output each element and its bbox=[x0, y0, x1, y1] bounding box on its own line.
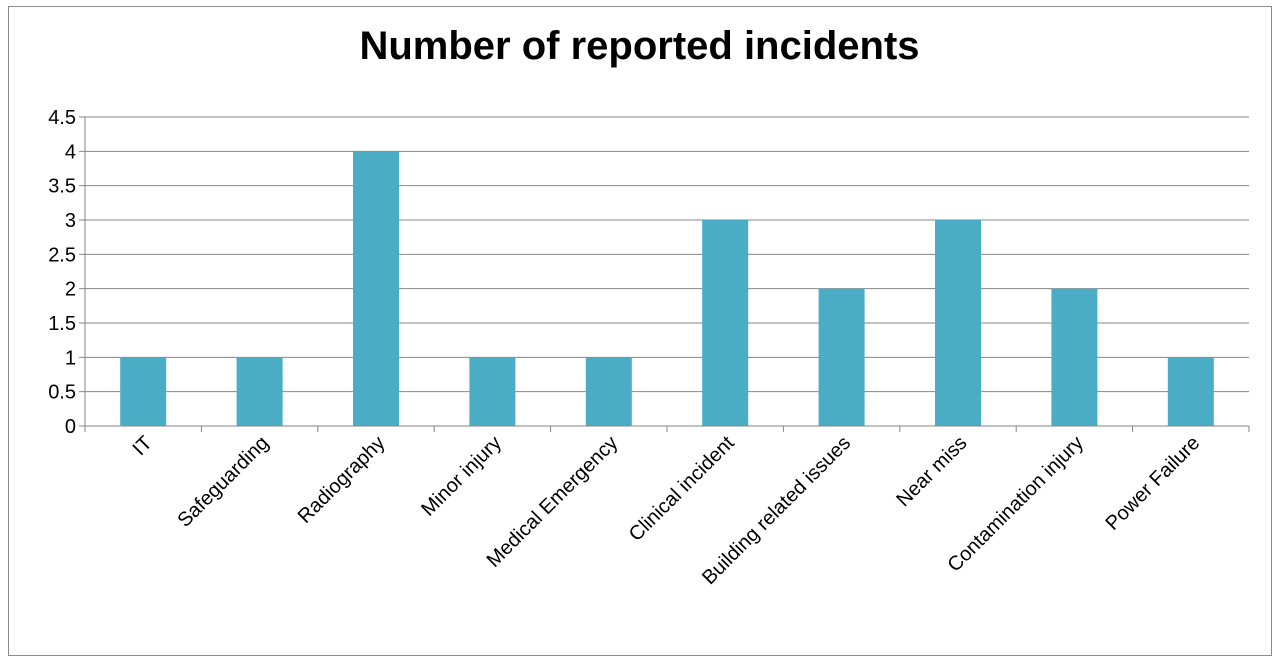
bar bbox=[353, 151, 399, 427]
y-tick-label: 3 bbox=[65, 210, 76, 232]
chart-title: Number of reported incidents bbox=[359, 24, 920, 68]
bar bbox=[585, 357, 632, 426]
x-tick-label: Power Failure bbox=[1102, 432, 1205, 535]
x-tick-label: Medical Emergency bbox=[483, 432, 623, 572]
x-tick-label: Minor injury bbox=[417, 432, 506, 521]
x-tick-label: Radiography bbox=[294, 432, 390, 528]
x-tick-label: IT bbox=[129, 432, 157, 460]
bar bbox=[702, 220, 749, 426]
bar bbox=[469, 357, 516, 426]
bar bbox=[236, 357, 283, 426]
x-tick-label: Clinical incident bbox=[625, 432, 739, 546]
y-tick-label: 1 bbox=[65, 347, 76, 369]
y-tick-label: 2 bbox=[65, 279, 76, 301]
y-tick-label: 0 bbox=[65, 416, 76, 438]
x-tick-label: Near miss bbox=[892, 432, 971, 511]
bar bbox=[935, 220, 981, 426]
y-tick-label: 1.5 bbox=[48, 313, 76, 335]
y-tick-label: 4 bbox=[65, 141, 76, 163]
bar bbox=[818, 288, 865, 426]
y-tick-label: 2.5 bbox=[48, 244, 76, 266]
bar bbox=[1167, 357, 1214, 426]
y-tick-label: 3.5 bbox=[48, 176, 76, 198]
bar bbox=[120, 357, 167, 426]
y-tick-label: 0.5 bbox=[48, 382, 76, 404]
bar bbox=[1051, 288, 1098, 426]
x-tick-label: Safeguarding bbox=[173, 432, 273, 532]
y-tick-label: 4.5 bbox=[48, 107, 76, 129]
